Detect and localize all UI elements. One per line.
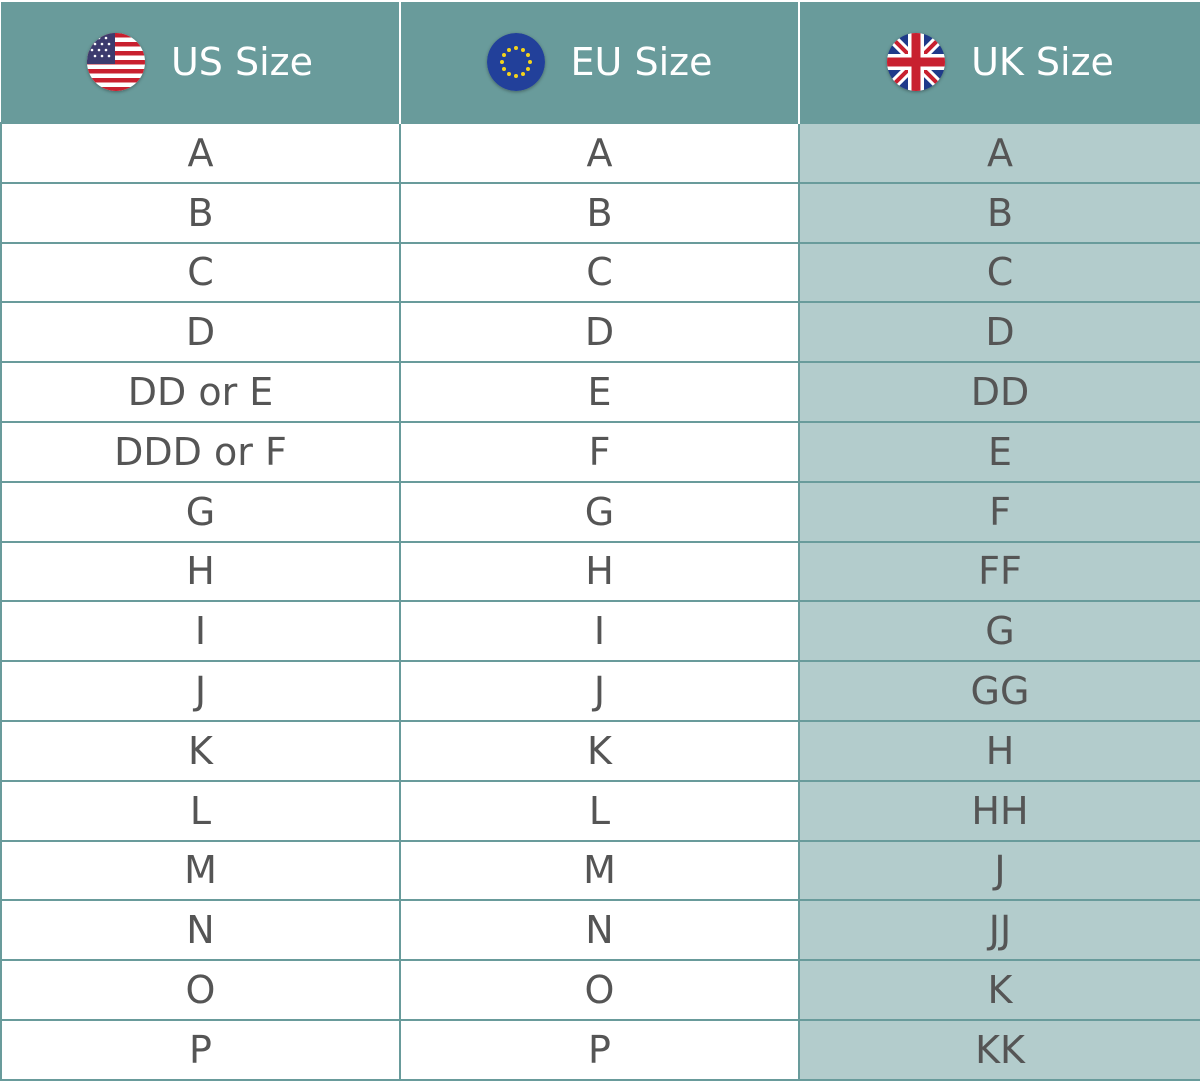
us-flag-icon xyxy=(86,33,145,91)
cell-us-size: N xyxy=(0,899,401,962)
header-eu: EU Size xyxy=(399,0,799,123)
cell-eu-size: G xyxy=(399,480,800,543)
cell-us-size: D xyxy=(0,301,401,364)
cell-eu-size: N xyxy=(399,899,800,962)
cell-uk-size: B xyxy=(798,181,1200,244)
cell-us-size: H xyxy=(0,540,401,603)
eu-flag-icon xyxy=(486,33,545,91)
cell-eu-size: E xyxy=(399,361,800,423)
cell-uk-size: GG xyxy=(798,660,1200,722)
cell-uk-size: KK xyxy=(798,1018,1200,1081)
cell-eu-size: P xyxy=(399,1018,800,1081)
cell-eu-size: A xyxy=(399,122,800,184)
table-row: H H FF xyxy=(0,540,1200,603)
cell-eu-size: D xyxy=(399,301,800,364)
cell-uk-size: J xyxy=(798,839,1200,902)
table-row: P P KK xyxy=(0,1018,1200,1081)
cell-eu-size: B xyxy=(399,181,800,244)
cell-us-size: A xyxy=(0,122,401,184)
table-row: N N JJ xyxy=(0,899,1200,962)
header-label: US Size xyxy=(170,40,314,84)
cell-eu-size: O xyxy=(399,959,800,1021)
cell-us-size: C xyxy=(0,241,401,304)
cell-uk-size: H xyxy=(798,719,1200,782)
header-us: US Size xyxy=(1,0,400,123)
header-label: EU Size xyxy=(570,40,713,84)
cell-uk-size: FF xyxy=(798,540,1200,603)
cell-uk-size: A xyxy=(798,122,1200,184)
cell-uk-size: DD xyxy=(798,361,1200,423)
header-row: US Size EU Size U xyxy=(1,0,1200,123)
cell-us-size: O xyxy=(0,959,401,1021)
cell-us-size: DD or E xyxy=(0,361,401,423)
cell-eu-size: F xyxy=(399,420,800,483)
header-label: UK Size xyxy=(971,40,1114,84)
cell-us-size: L xyxy=(0,779,401,842)
cell-eu-size: I xyxy=(399,600,800,663)
cell-uk-size: JJ xyxy=(798,899,1200,962)
cell-uk-size: K xyxy=(798,959,1200,1021)
cell-us-size: P xyxy=(0,1018,401,1081)
cell-uk-size: E xyxy=(798,420,1200,483)
cell-uk-size: F xyxy=(798,480,1200,543)
cell-uk-size: D xyxy=(798,301,1200,364)
table-row: DD or E E DD xyxy=(0,361,1200,423)
cell-eu-size: J xyxy=(399,660,800,722)
cell-us-size: M xyxy=(0,839,401,902)
cell-uk-size: C xyxy=(798,241,1200,304)
table-row: L L HH xyxy=(0,779,1200,842)
cell-us-size: I xyxy=(0,600,401,663)
cell-us-size: G xyxy=(0,480,401,543)
table-row: J J GG xyxy=(0,660,1200,722)
cell-us-size: B xyxy=(0,181,401,244)
cell-eu-size: M xyxy=(399,839,800,902)
header-uk: UK Size xyxy=(798,0,1200,123)
cell-eu-size: K xyxy=(399,719,800,782)
cell-eu-size: H xyxy=(399,540,800,603)
cell-uk-size: HH xyxy=(798,779,1200,842)
cell-eu-size: L xyxy=(399,779,800,842)
cell-us-size: K xyxy=(0,719,401,782)
cell-us-size: J xyxy=(0,660,401,722)
cell-us-size: DDD or F xyxy=(0,420,401,483)
uk-flag-icon xyxy=(887,33,946,91)
cell-eu-size: C xyxy=(399,241,800,304)
cell-uk-size: G xyxy=(798,600,1200,663)
